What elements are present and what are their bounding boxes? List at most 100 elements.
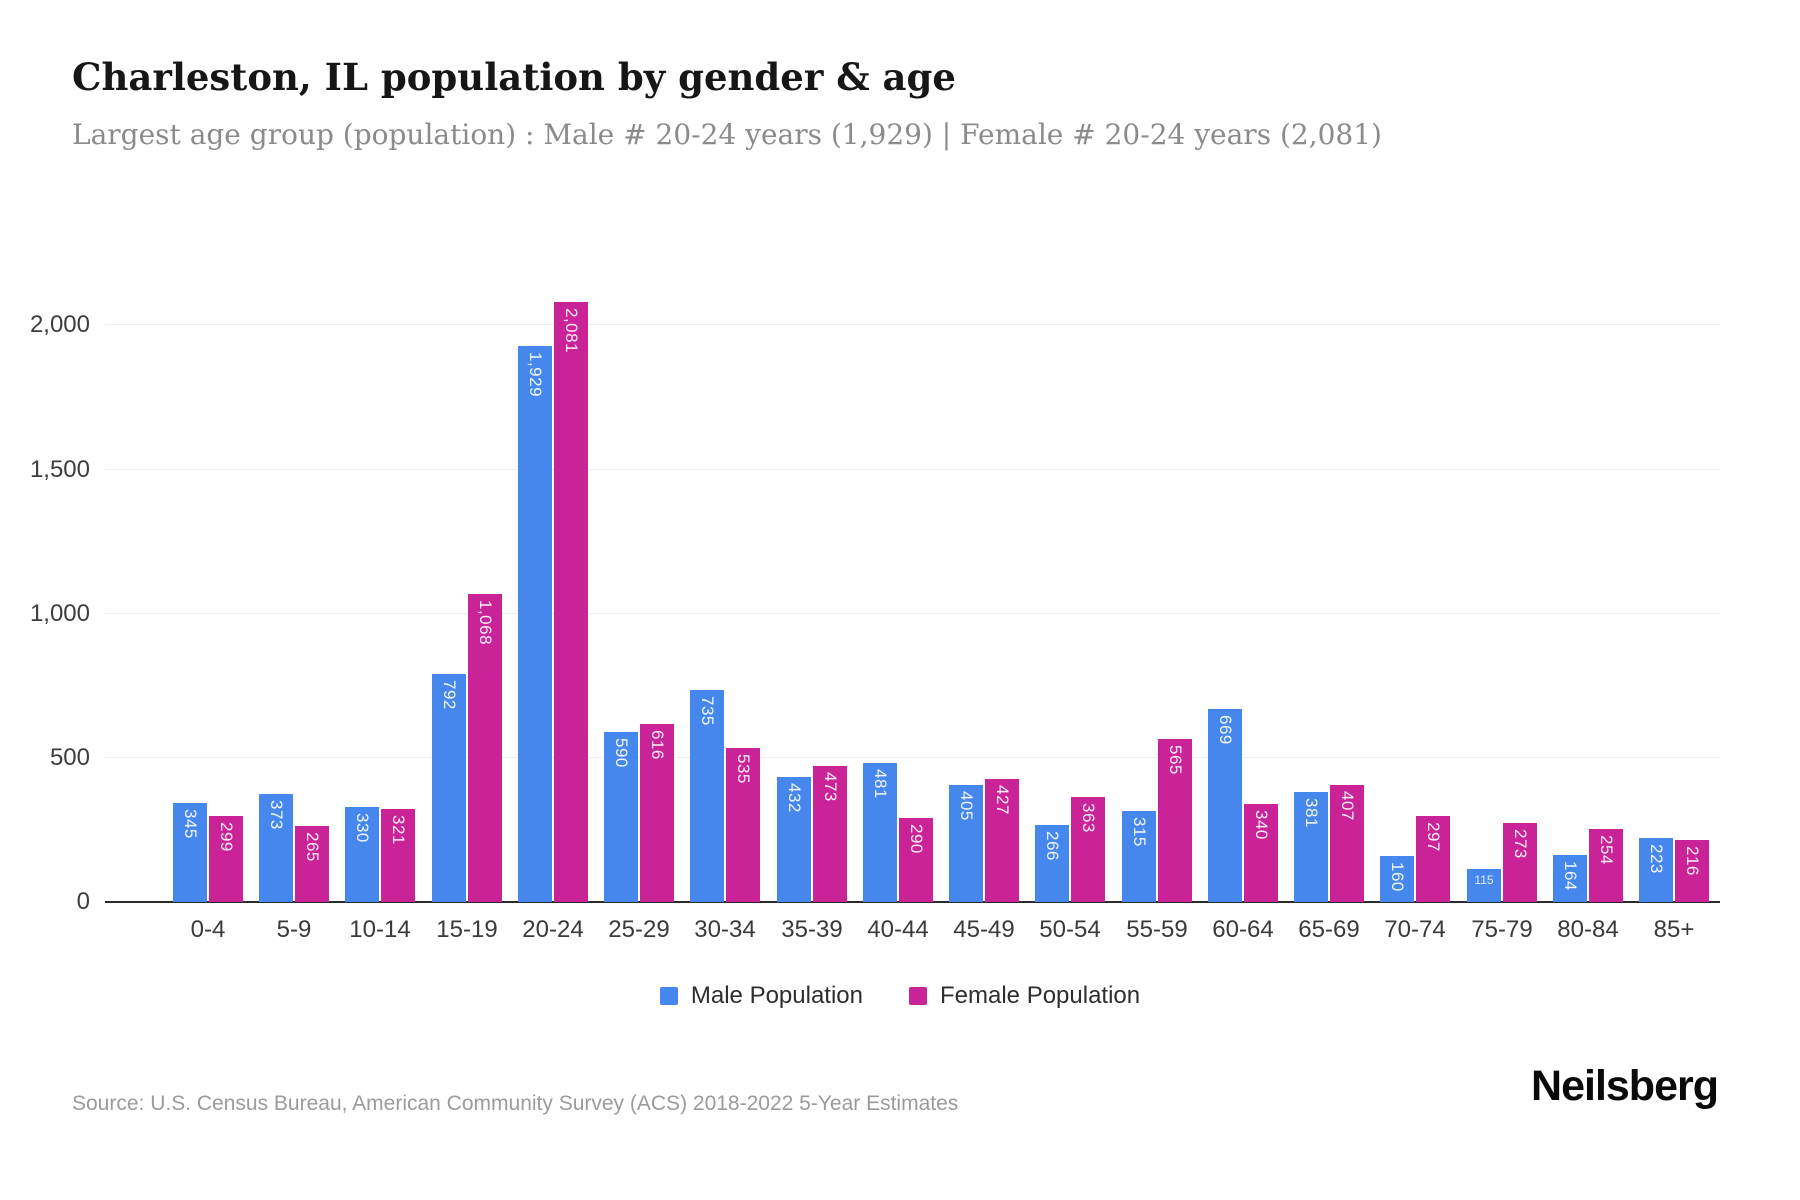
plot-area: 345 299 373 265 330 321 792 1,068 1,929 2,081 590 6… bbox=[105, 260, 1720, 903]
bar-value-label: 223 bbox=[1647, 844, 1666, 874]
bar-female-75-79: 273 bbox=[1503, 823, 1537, 902]
bar-value-label: 330 bbox=[353, 813, 372, 843]
gridline bbox=[105, 613, 1720, 614]
x-tick-label: 75-79 bbox=[1471, 916, 1533, 943]
y-tick-label: 0 bbox=[76, 888, 90, 915]
bar-female-40-44: 290 bbox=[899, 818, 933, 902]
legend: Male Population Female Population bbox=[0, 982, 1800, 1010]
bar-male-65-69: 381 bbox=[1294, 792, 1328, 902]
bar-male-55-59: 315 bbox=[1122, 811, 1156, 902]
bar-value-label: 1,068 bbox=[476, 600, 495, 646]
legend-swatch-female bbox=[909, 987, 927, 1005]
bar-male-40-44: 481 bbox=[863, 763, 897, 902]
bar-male-45-49: 405 bbox=[949, 785, 983, 902]
x-tick-label: 25-29 bbox=[608, 916, 670, 943]
x-tick-label: 60-64 bbox=[1212, 916, 1274, 943]
bar-male-80-84: 164 bbox=[1553, 855, 1587, 902]
bar-male-60-64: 669 bbox=[1208, 709, 1242, 902]
x-tick-label: 10-14 bbox=[349, 916, 411, 943]
bar-value-label: 363 bbox=[1079, 803, 1098, 833]
bar-male-70-74: 160 bbox=[1380, 856, 1414, 902]
x-tick-label: 80-84 bbox=[1557, 916, 1619, 943]
gridline bbox=[105, 469, 1720, 470]
bar-value-label: 164 bbox=[1561, 861, 1580, 891]
bar-female-65-69: 407 bbox=[1330, 785, 1364, 902]
x-tick-label: 85+ bbox=[1653, 916, 1695, 943]
bar-value-label: 160 bbox=[1388, 862, 1407, 892]
bar-value-label: 432 bbox=[785, 783, 804, 813]
x-tick-label: 20-24 bbox=[522, 916, 584, 943]
bar-value-label: 669 bbox=[1216, 715, 1235, 745]
bar-value-label: 590 bbox=[612, 738, 631, 768]
x-tick-label: 50-54 bbox=[1039, 916, 1101, 943]
bar-female-85+: 216 bbox=[1675, 840, 1709, 902]
bar-value-label: 481 bbox=[871, 769, 890, 799]
bar-value-label: 381 bbox=[1302, 798, 1321, 828]
y-tick-label: 1,000 bbox=[29, 600, 90, 627]
bar-female-60-64: 340 bbox=[1244, 804, 1278, 902]
bar-value-label: 273 bbox=[1511, 829, 1530, 859]
bar-value-label: 340 bbox=[1252, 810, 1271, 840]
x-tick-label: 30-34 bbox=[694, 916, 756, 943]
bar-male-35-39: 432 bbox=[777, 777, 811, 902]
bar-male-50-54: 266 bbox=[1035, 825, 1069, 902]
bar-value-label: 735 bbox=[698, 696, 717, 726]
bar-value-label: 315 bbox=[1130, 817, 1149, 847]
legend-item-male: Male Population bbox=[659, 982, 863, 1010]
x-tick-label: 65-69 bbox=[1298, 916, 1360, 943]
bar-value-label: 297 bbox=[1424, 822, 1443, 852]
bar-value-label: 473 bbox=[821, 772, 840, 802]
bar-value-label: 299 bbox=[217, 822, 236, 852]
bar-value-label: 373 bbox=[267, 800, 286, 830]
x-tick-label: 70-74 bbox=[1384, 916, 1446, 943]
bar-male-10-14: 330 bbox=[345, 807, 379, 902]
bar-value-label: 792 bbox=[440, 680, 459, 710]
bar-female-10-14: 321 bbox=[381, 809, 415, 902]
bar-male-0-4: 345 bbox=[173, 803, 207, 902]
source-note: Source: U.S. Census Bureau, American Com… bbox=[72, 1092, 959, 1115]
bar-value-label: 405 bbox=[957, 791, 976, 821]
bar-value-label: 266 bbox=[1043, 831, 1062, 861]
bar-value-label: 616 bbox=[648, 730, 667, 760]
chart-title: Charleston, IL population by gender & ag… bbox=[72, 55, 956, 99]
bar-female-30-34: 535 bbox=[726, 748, 760, 902]
bar-male-75-79: 115 bbox=[1467, 869, 1501, 902]
bar-value-label: 216 bbox=[1683, 846, 1702, 876]
bar-female-80-84: 254 bbox=[1589, 829, 1623, 902]
legend-item-female: Female Population bbox=[909, 982, 1140, 1010]
bar-female-45-49: 427 bbox=[985, 779, 1019, 902]
x-tick-label: 40-44 bbox=[867, 916, 929, 943]
bar-female-25-29: 616 bbox=[640, 724, 674, 902]
bar-value-label: 427 bbox=[993, 785, 1012, 815]
legend-label: Female Population bbox=[940, 982, 1141, 1009]
bar-female-0-4: 299 bbox=[209, 816, 243, 902]
y-tick-label: 1,500 bbox=[29, 456, 90, 483]
x-tick-label: 15-19 bbox=[436, 916, 498, 943]
bar-male-20-24: 1,929 bbox=[518, 346, 552, 902]
x-tick-label: 5-9 bbox=[276, 916, 312, 943]
x-tick-label: 35-39 bbox=[781, 916, 843, 943]
bar-male-25-29: 590 bbox=[604, 732, 638, 902]
bar-male-15-19: 792 bbox=[432, 674, 466, 902]
bar-value-label: 407 bbox=[1338, 791, 1357, 821]
chart-subtitle: Largest age group (population) : Male # … bbox=[72, 118, 1382, 151]
bar-female-70-74: 297 bbox=[1416, 816, 1450, 902]
bar-female-35-39: 473 bbox=[813, 766, 847, 902]
bar-female-55-59: 565 bbox=[1158, 739, 1192, 902]
bar-female-50-54: 363 bbox=[1071, 797, 1105, 902]
x-tick-label: 45-49 bbox=[953, 916, 1015, 943]
bar-value-label: 254 bbox=[1597, 835, 1616, 865]
x-axis-line bbox=[105, 901, 1720, 903]
bar-value-label: 321 bbox=[389, 815, 408, 845]
bar-value-label: 290 bbox=[907, 824, 926, 854]
bar-male-30-34: 735 bbox=[690, 690, 724, 902]
bar-value-label: 535 bbox=[734, 754, 753, 784]
bar-value-label: 565 bbox=[1166, 745, 1185, 775]
bar-male-5-9: 373 bbox=[259, 794, 293, 902]
bar-female-5-9: 265 bbox=[295, 826, 329, 902]
y-tick-label: 2,000 bbox=[29, 311, 90, 338]
bar-value-label: 1,929 bbox=[526, 352, 545, 398]
bar-value-label: 115 bbox=[1474, 873, 1494, 887]
bar-female-20-24: 2,081 bbox=[554, 302, 588, 902]
